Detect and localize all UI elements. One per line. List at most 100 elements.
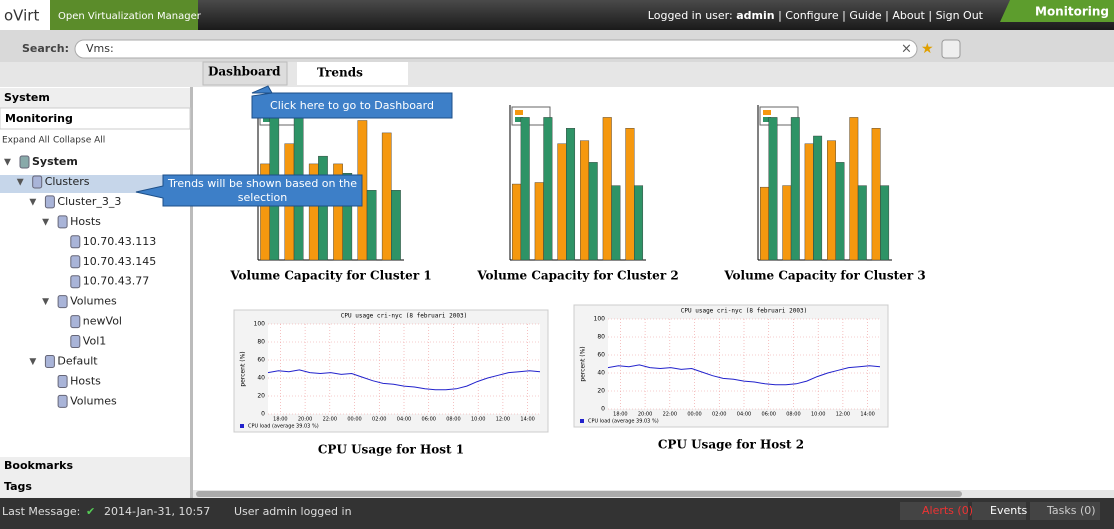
star-icon[interactable]: ★ [921,41,934,57]
alerts-btn[interactable] [900,502,968,520]
y-tick-label: 40 [257,375,265,382]
events-btn[interactable] [972,502,1026,520]
tree-item[interactable]: Volumes [70,394,117,407]
bar [625,128,635,261]
x-tick-label: 18:00 [613,412,627,418]
user-label: Logged in user: [648,9,733,22]
bar [760,186,769,261]
tree-icon [57,295,68,309]
x-tick-label: 14:00 [520,417,534,423]
events[interactable]: Events [990,504,1028,517]
x-tick-label: 18:00 [273,417,287,423]
bookmarks[interactable]: Bookmarks [4,459,73,472]
y-tick-label: 80 [597,334,605,341]
cpu-line [607,364,881,386]
tree-item[interactable]: Default [57,355,98,368]
tab-trends[interactable]: Trends [317,66,363,80]
bar [857,185,867,261]
tree-icon [70,275,81,289]
x-tick-label: 00:00 [347,417,361,423]
search-button[interactable] [941,39,961,59]
tree-icon [57,394,68,408]
header-link[interactable]: About [892,9,925,22]
y-tick-label: 80 [257,339,265,346]
tasks-btn[interactable] [1030,502,1100,520]
x-tick-label: 12:00 [836,412,850,418]
tab-bg[interactable] [297,62,408,85]
tree-item[interactable]: Cluster_3_3 [57,195,121,208]
expand-arrow: ▼ [4,158,11,168]
tree-item[interactable]: 10.70.43.77 [83,275,149,288]
expand-all[interactable]: Expand All [2,136,50,146]
tree-item[interactable]: newVol [83,315,122,328]
section-system[interactable]: System [4,91,50,104]
header-link[interactable]: Configure [785,9,839,22]
status-message: User admin logged in [234,505,352,518]
x-tick-label: 22:00 [323,417,337,423]
scroll-thumb[interactable] [196,491,962,497]
tree-item[interactable]: Clusters [45,175,90,188]
tree-item[interactable]: 10.70.43.145 [83,255,156,268]
x-tick-label: 06:00 [422,417,436,423]
legend-swatch [763,117,771,122]
expand-arrow: ▼ [29,357,36,367]
collapse-all[interactable]: Collapse All [53,136,105,146]
alerts[interactable]: Alerts (0) [922,504,973,517]
header-link[interactable]: Sign Out [936,9,984,22]
callout [251,85,453,119]
active-tab[interactable]: Monitoring [1035,5,1109,19]
bar [557,143,567,261]
y-label: percent (%) [580,346,587,381]
legend-swatch [240,424,244,428]
search-label: Search: [22,42,69,55]
legend-swatch [263,117,271,122]
tree-icon [57,215,68,229]
tree-item[interactable]: Vol1 [83,335,106,348]
logo-box [0,0,50,30]
section-bg [0,88,190,108]
status-label: Last Message: [2,505,80,518]
section-monitoring[interactable]: Monitoring [5,112,73,125]
bar [520,117,530,261]
sidebar [0,87,190,498]
y-label: percent (%) [240,351,247,386]
section-bg [0,107,191,130]
legend-swatch [580,419,584,423]
tree-icon [44,195,55,209]
y-tick-label: 40 [597,370,605,377]
tree-item[interactable]: Hosts [70,215,101,228]
search-input[interactable] [74,39,918,59]
tree-icon [44,355,55,368]
x-tick-label: 20:00 [298,417,312,423]
bar [391,190,401,261]
product-box [50,0,198,30]
tab-row [0,62,1114,87]
header-link[interactable]: Guide [849,9,882,22]
expand-arrow: ▼ [42,217,49,227]
x-tick-label: 06:00 [762,412,776,418]
clear-icon[interactable]: × [901,42,912,57]
tree-item[interactable]: System [32,155,78,168]
tree-item[interactable]: 10.70.43.113 [83,235,156,248]
tags[interactable]: Tags [4,480,32,493]
bar [543,117,553,261]
bar [366,190,377,261]
expand-arrow: ▼ [29,197,36,207]
y-tick-label: 20 [257,393,265,400]
tree-item[interactable]: Volumes [70,295,117,308]
bar [342,172,353,261]
bar [871,128,881,261]
tasks[interactable]: Tasks (0) [1046,504,1096,517]
y-tick-label: 100 [254,321,266,328]
tab-bg[interactable] [202,61,288,86]
tree-item[interactable]: Hosts [70,374,101,387]
tab-dashboard[interactable]: Dashboard [208,65,281,79]
ok-icon: ✔ [86,505,95,518]
bar [318,155,328,261]
x-tick-label: 02:00 [372,417,386,423]
tree-icon [70,235,81,249]
sidebar-footer [0,457,190,498]
x-tick-label: 08:00 [446,417,460,423]
x-tick-label: 20:00 [638,412,652,418]
y-tick-label: 0 [601,406,605,413]
